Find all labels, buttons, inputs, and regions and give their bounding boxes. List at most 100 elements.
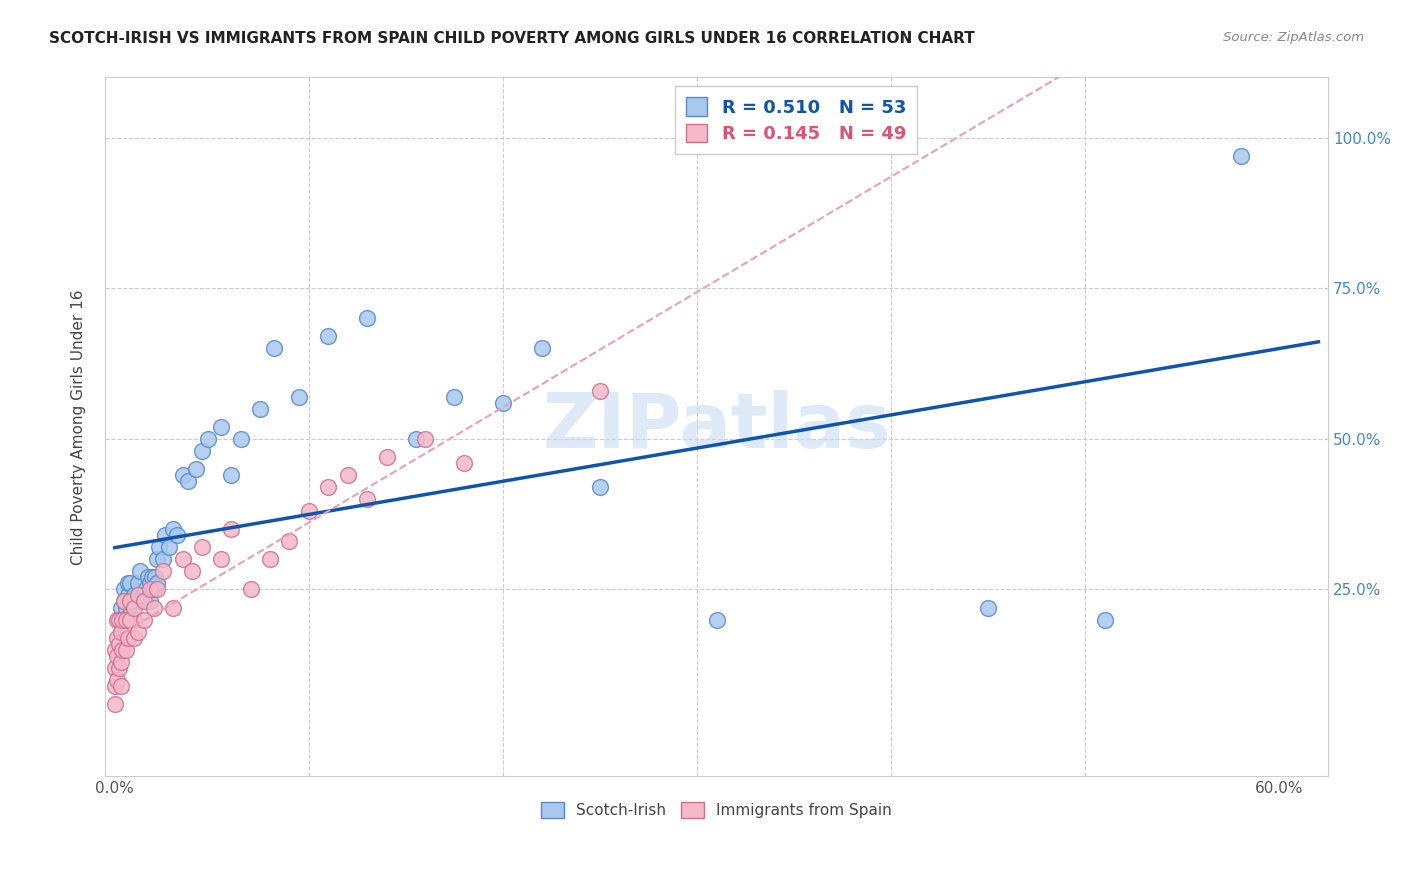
- Point: [152, 552, 174, 566]
- Point: [115, 642, 138, 657]
- Point: [356, 492, 378, 507]
- Point: [162, 600, 184, 615]
- Text: ZIPatlas: ZIPatlas: [543, 390, 891, 464]
- Point: [157, 541, 180, 555]
- Point: [110, 624, 132, 639]
- Point: [239, 582, 262, 597]
- Point: [110, 655, 132, 669]
- Point: [298, 504, 321, 518]
- Point: [336, 468, 359, 483]
- Point: [142, 600, 165, 615]
- Point: [453, 456, 475, 470]
- Point: [172, 552, 194, 566]
- Point: [132, 613, 155, 627]
- Point: [112, 594, 135, 608]
- Point: [105, 631, 128, 645]
- Point: [122, 631, 145, 645]
- Point: [104, 679, 127, 693]
- Point: [122, 600, 145, 615]
- Point: [229, 432, 252, 446]
- Point: [706, 613, 728, 627]
- Text: Source: ZipAtlas.com: Source: ZipAtlas.com: [1223, 31, 1364, 45]
- Point: [172, 468, 194, 483]
- Point: [152, 565, 174, 579]
- Point: [117, 576, 139, 591]
- Point: [132, 589, 155, 603]
- Point: [977, 600, 1000, 615]
- Point: [120, 594, 142, 608]
- Point: [589, 480, 612, 494]
- Point: [127, 624, 149, 639]
- Point: [111, 613, 134, 627]
- Point: [129, 565, 152, 579]
- Point: [111, 613, 134, 627]
- Point: [219, 522, 242, 536]
- Point: [211, 552, 233, 566]
- Point: [104, 661, 127, 675]
- Point: [141, 570, 163, 584]
- Point: [132, 594, 155, 608]
- Point: [105, 613, 128, 627]
- Point: [112, 582, 135, 597]
- Point: [142, 582, 165, 597]
- Point: [135, 582, 157, 597]
- Point: [177, 474, 200, 488]
- Point: [111, 642, 134, 657]
- Point: [375, 450, 398, 464]
- Point: [146, 552, 169, 566]
- Point: [153, 528, 176, 542]
- Point: [117, 631, 139, 645]
- Point: [110, 679, 132, 693]
- Point: [138, 582, 160, 597]
- Point: [117, 589, 139, 603]
- Point: [138, 594, 160, 608]
- Point: [136, 570, 159, 584]
- Point: [110, 624, 132, 639]
- Point: [104, 697, 127, 711]
- Point: [145, 570, 167, 584]
- Point: [492, 395, 515, 409]
- Point: [120, 576, 142, 591]
- Point: [219, 468, 242, 483]
- Point: [115, 600, 138, 615]
- Point: [278, 534, 301, 549]
- Point: [443, 390, 465, 404]
- Point: [589, 384, 612, 398]
- Point: [120, 613, 142, 627]
- Point: [105, 648, 128, 663]
- Point: [162, 522, 184, 536]
- Point: [197, 432, 219, 446]
- Point: [107, 661, 129, 675]
- Point: [115, 613, 138, 627]
- Point: [186, 462, 208, 476]
- Point: [191, 443, 214, 458]
- Point: [415, 432, 437, 446]
- Point: [356, 311, 378, 326]
- Point: [316, 329, 339, 343]
- Point: [288, 390, 311, 404]
- Y-axis label: Child Poverty Among Girls Under 16: Child Poverty Among Girls Under 16: [72, 289, 86, 565]
- Point: [107, 637, 129, 651]
- Point: [405, 432, 427, 446]
- Point: [127, 576, 149, 591]
- Point: [146, 582, 169, 597]
- Point: [120, 607, 142, 621]
- Point: [138, 576, 160, 591]
- Point: [530, 342, 553, 356]
- Legend: Scotch-Irish, Immigrants from Spain: Scotch-Irish, Immigrants from Spain: [534, 797, 898, 824]
- Point: [263, 342, 285, 356]
- Point: [105, 673, 128, 687]
- Point: [181, 565, 204, 579]
- Point: [122, 613, 145, 627]
- Point: [1094, 613, 1116, 627]
- Point: [122, 589, 145, 603]
- Point: [191, 541, 214, 555]
- Point: [166, 528, 188, 542]
- Point: [1229, 149, 1251, 163]
- Point: [259, 552, 281, 566]
- Point: [148, 541, 170, 555]
- Point: [211, 419, 233, 434]
- Text: SCOTCH-IRISH VS IMMIGRANTS FROM SPAIN CHILD POVERTY AMONG GIRLS UNDER 16 CORRELA: SCOTCH-IRISH VS IMMIGRANTS FROM SPAIN CH…: [49, 31, 974, 46]
- Point: [110, 600, 132, 615]
- Point: [127, 594, 149, 608]
